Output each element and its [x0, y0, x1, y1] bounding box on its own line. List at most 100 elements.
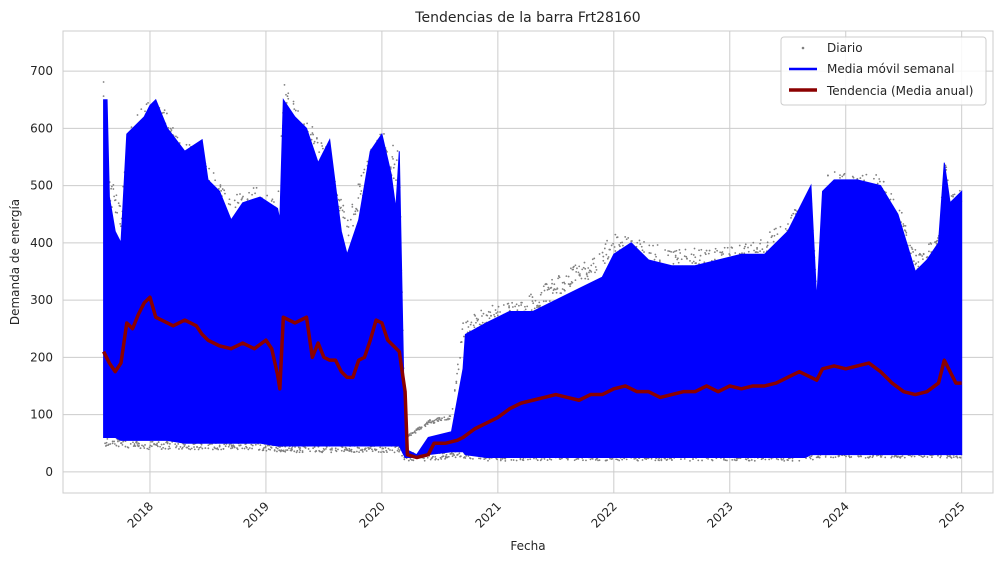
daily-point [674, 256, 677, 259]
daily-point [612, 242, 615, 245]
daily-point [366, 160, 369, 163]
daily-point [428, 421, 431, 424]
daily-point [692, 260, 695, 263]
daily-point [905, 231, 908, 234]
daily-point [273, 201, 275, 203]
daily-point [241, 447, 244, 450]
daily-point [596, 457, 599, 460]
daily-point [719, 251, 722, 254]
daily-point [183, 445, 186, 448]
daily-point [752, 241, 755, 244]
daily-point [723, 246, 726, 249]
daily-point [595, 268, 598, 271]
daily-point [950, 195, 953, 197]
daily-point [621, 241, 624, 244]
daily-point [241, 197, 244, 199]
daily-point [429, 458, 432, 461]
daily-point [461, 328, 464, 330]
daily-point [798, 459, 801, 462]
daily-point [389, 449, 391, 451]
daily-point [369, 447, 372, 450]
daily-point [489, 311, 492, 314]
daily-point [429, 419, 431, 422]
daily-point [342, 204, 345, 207]
daily-point [716, 249, 719, 252]
daily-point [465, 321, 468, 324]
daily-point [497, 305, 500, 308]
daily-point [956, 456, 959, 459]
daily-point [285, 93, 287, 96]
daily-point [348, 447, 351, 450]
daily-point [342, 216, 345, 219]
daily-point [135, 441, 138, 444]
daily-point [129, 443, 132, 445]
daily-point [692, 254, 695, 256]
daily-point [508, 305, 510, 307]
daily-point [426, 456, 429, 459]
daily-point [570, 267, 572, 270]
daily-point [224, 192, 226, 195]
daily-point [263, 446, 266, 449]
daily-point [113, 440, 116, 443]
daily-point [904, 224, 907, 227]
daily-point [952, 194, 954, 196]
daily-point [567, 275, 570, 278]
daily-point [220, 189, 223, 192]
daily-point [307, 448, 310, 450]
daily-point [294, 109, 297, 112]
daily-point [721, 251, 724, 253]
daily-point [689, 459, 691, 462]
daily-point [464, 457, 467, 459]
daily-point [516, 309, 519, 312]
daily-point [480, 309, 483, 312]
daily-point [254, 443, 257, 446]
daily-point [141, 444, 143, 447]
daily-point [494, 309, 497, 311]
daily-point [430, 421, 433, 424]
daily-point [198, 446, 201, 449]
daily-point [113, 195, 116, 198]
daily-point [181, 446, 184, 449]
daily-point [784, 227, 787, 230]
daily-point [218, 445, 221, 448]
daily-point [106, 437, 109, 440]
daily-point [459, 356, 462, 359]
daily-point [130, 126, 133, 129]
daily-point [383, 451, 385, 454]
daily-point [753, 459, 756, 462]
daily-point [397, 448, 400, 450]
daily-point [590, 264, 593, 267]
daily-point [279, 450, 282, 453]
daily-point [233, 445, 235, 448]
legend: Diario Media móvil semanal Tendencia (Me… [780, 36, 987, 106]
daily-point [755, 251, 758, 253]
daily-point [838, 454, 841, 457]
daily-point [121, 443, 124, 446]
daily-point [346, 219, 349, 222]
daily-point [335, 450, 338, 453]
daily-point [512, 459, 515, 461]
daily-point [591, 458, 594, 460]
daily-point [585, 273, 588, 276]
daily-point [292, 103, 295, 105]
daily-point [450, 452, 453, 455]
daily-point [808, 456, 811, 459]
y-tick-label: 300 [30, 293, 53, 307]
daily-point [590, 270, 593, 273]
daily-point [724, 459, 727, 462]
daily-point [266, 194, 269, 197]
daily-point [621, 458, 624, 461]
daily-point [555, 291, 558, 294]
daily-point [282, 449, 285, 452]
daily-point [658, 459, 660, 462]
daily-point [469, 323, 472, 326]
daily-point [547, 286, 550, 289]
daily-point [526, 305, 529, 308]
daily-point [442, 455, 445, 458]
daily-point [177, 443, 180, 445]
daily-point [124, 445, 127, 448]
daily-point [889, 198, 892, 201]
daily-point [636, 241, 639, 244]
daily-point [551, 278, 553, 281]
daily-point [679, 252, 682, 254]
